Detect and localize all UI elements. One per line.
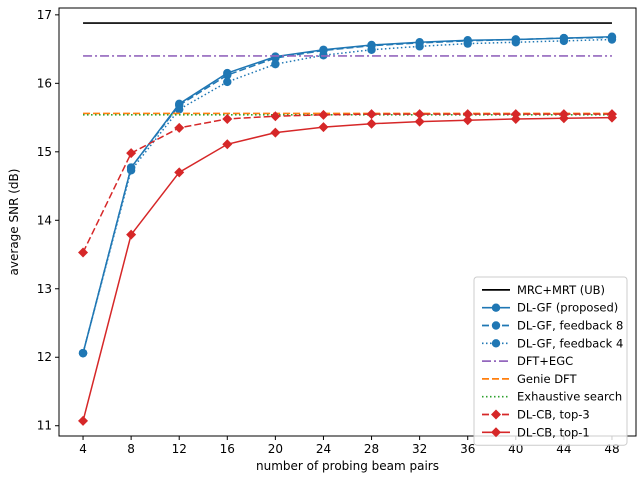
legend-label: Genie DFT xyxy=(517,372,577,386)
data-point-dl-gf-feedback-4 xyxy=(463,39,472,48)
data-point-dl-gf-feedback-4 xyxy=(223,77,232,87)
x-tick-label: 28 xyxy=(364,442,379,456)
legend: MRC+MRT (UB) DL-GF (proposed) DL-GF, feedb… xyxy=(473,276,628,446)
legend-label: DL-GF (proposed) xyxy=(517,301,618,315)
data-point-dl-gf-feedback-4 xyxy=(175,105,184,114)
data-point-dl-cb-top-3 xyxy=(174,122,185,133)
data-point-dl-gf-feedback-4 xyxy=(607,35,617,44)
legend-marker xyxy=(491,303,501,312)
legend-label: MRC+MRT (UB) xyxy=(517,283,605,297)
data-point-dl-cb-top-3 xyxy=(414,109,425,120)
data-point-dl-gf-feedback-4 xyxy=(78,348,88,358)
legend-item: Exhaustive search xyxy=(482,390,622,404)
data-point-dl-gf-feedback-4 xyxy=(271,59,280,69)
data-point-dl-gf-feedback-4 xyxy=(126,166,136,175)
x-axis-label: number of probing beam pairs xyxy=(256,459,439,473)
data-point-dl-cb-top-1 xyxy=(606,112,617,123)
data-point-dl-cb-top-1 xyxy=(462,115,473,126)
x-tick-label: 24 xyxy=(316,442,331,456)
data-point-dl-cb-top-1 xyxy=(78,415,89,426)
legend-marker xyxy=(491,339,501,348)
data-point-dl-gf-feedback-4 xyxy=(559,36,569,46)
legend-label: DFT+EGC xyxy=(517,354,573,368)
legend-marker xyxy=(491,321,501,330)
series-dl-cb-top-1 xyxy=(78,112,617,426)
data-point-dl-cb-top-1 xyxy=(366,118,377,129)
data-point-dl-gf-feedback-4 xyxy=(511,38,520,47)
plot-layer xyxy=(78,22,617,426)
data-point-dl-cb-top-3 xyxy=(78,247,89,258)
legend-item: Genie DFT xyxy=(482,372,577,386)
data-point-dl-cb-top-3 xyxy=(270,111,281,122)
series-dl-gf-feedback-4 xyxy=(78,35,617,358)
series-line-dl-gf-feedback-8 xyxy=(82,36,612,354)
data-point-dl-cb-top-3 xyxy=(222,113,233,124)
data-point-dl-cb-top-1 xyxy=(558,113,569,124)
x-tick-label: 20 xyxy=(268,442,283,456)
legend-label: DL-GF, feedback 8 xyxy=(517,319,623,333)
x-tick-label: 36 xyxy=(460,442,475,456)
data-point-dl-cb-top-1 xyxy=(270,127,281,138)
y-axis-label: average SNR (dB) xyxy=(7,169,21,276)
x-tick-label: 8 xyxy=(127,442,135,456)
data-point-dl-cb-top-3 xyxy=(462,109,473,120)
legend-item: MRC+MRT (UB) xyxy=(482,283,605,297)
legend-label: DL-CB, top-3 xyxy=(517,408,590,422)
y-tick-label: 13 xyxy=(37,282,52,296)
data-point-dl-cb-top-1 xyxy=(510,113,521,124)
y-tick-label: 15 xyxy=(37,145,52,159)
y-tick-label: 12 xyxy=(37,350,52,364)
data-point-dl-cb-top-3 xyxy=(126,148,137,159)
x-tick-label: 12 xyxy=(172,442,187,456)
data-point-dl-gf-feedback-8 xyxy=(223,70,232,80)
y-tick-label: 17 xyxy=(37,8,52,22)
data-point-dl-cb-top-1 xyxy=(126,229,137,240)
data-point-dl-gf-feedback-4 xyxy=(415,42,424,51)
x-tick-label: 32 xyxy=(412,442,427,456)
data-point-dl-cb-top-3 xyxy=(318,109,329,120)
series-line-dl-cb-top-3 xyxy=(82,113,612,253)
legend-item: DL-GF, feedback 4 xyxy=(482,336,623,350)
legend-item: DFT+EGC xyxy=(482,354,573,368)
y-tick-label: 14 xyxy=(37,213,52,227)
legend-item: DL-GF, feedback 8 xyxy=(482,319,623,333)
data-point-dl-gf-feedback-4 xyxy=(367,45,376,54)
data-point-dl-cb-top-1 xyxy=(222,139,233,150)
y-tick-label: 11 xyxy=(37,419,52,433)
plot-frame xyxy=(58,7,637,437)
data-point-dl-cb-top-1 xyxy=(174,167,185,178)
y-tick-label: 16 xyxy=(37,76,52,90)
legend-label: Exhaustive search xyxy=(517,390,622,404)
legend-marker xyxy=(491,427,501,438)
legend-label: DL-GF, feedback 4 xyxy=(517,336,623,350)
series-line-dl-cb-top-1 xyxy=(82,116,612,422)
data-point-dl-cb-top-1 xyxy=(414,116,425,127)
data-point-dl-cb-top-3 xyxy=(366,109,377,120)
legend-item: DL-CB, top-3 xyxy=(482,408,590,422)
data-point-dl-cb-top-1 xyxy=(318,122,329,133)
legend-marker xyxy=(491,409,501,420)
x-tick-label: 4 xyxy=(79,442,87,456)
legend-item: DL-GF (proposed) xyxy=(482,301,618,315)
legend-item: DL-CB, top-1 xyxy=(482,425,590,439)
x-tick-label: 16 xyxy=(220,442,235,456)
legend-label: DL-CB, top-1 xyxy=(517,425,590,439)
legend-box xyxy=(473,276,628,446)
